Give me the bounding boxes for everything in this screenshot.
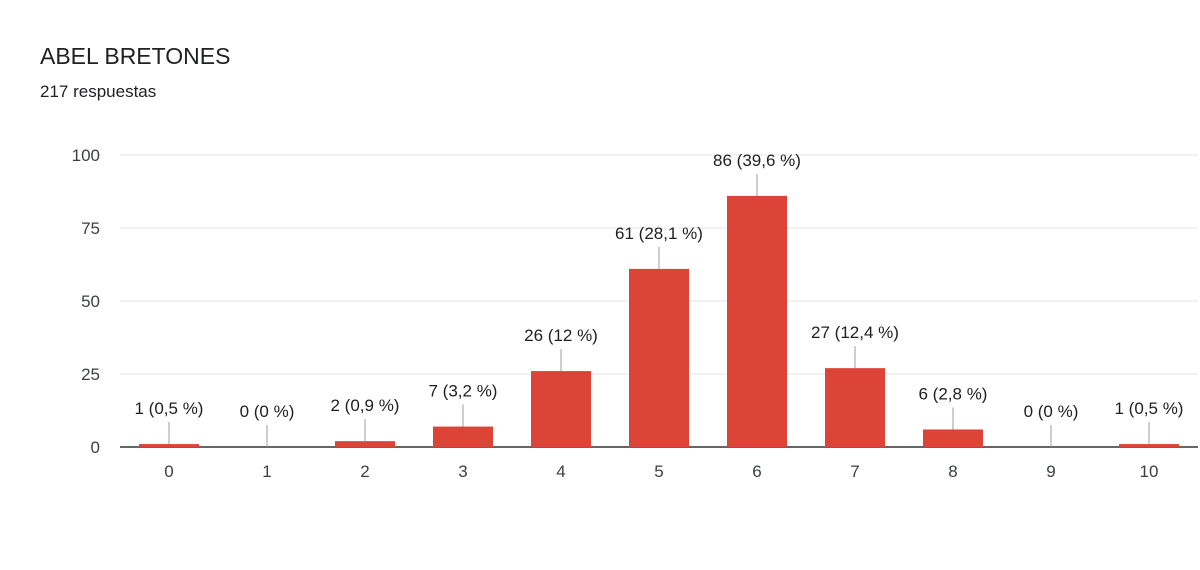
bar[interactable] [433,426,493,447]
data-label: 61 (28,1 %) [615,224,703,243]
x-tick-label: 5 [654,462,663,481]
x-tick-label: 6 [752,462,761,481]
bar[interactable] [727,195,787,447]
data-label: 1 (0,5 %) [1115,399,1184,418]
bars [139,195,1179,447]
data-labels: 1 (0,5 %) 0 (0 %) 2 (0,9 %) 7 (3,2 %) 26 (12… [135,151,1184,447]
x-tick-label: 9 [1046,462,1055,481]
y-tick-label: 100 [72,146,100,165]
response-count: 217 respuestas [40,82,157,101]
bar[interactable] [825,368,885,447]
chart-title: ABEL BRETONES [40,43,231,69]
y-tick-label: 75 [81,219,100,238]
bar[interactable] [923,429,983,447]
data-label: 0 (0 %) [1024,402,1079,421]
bar[interactable] [335,441,395,447]
x-tick-label: 8 [948,462,957,481]
bar[interactable] [1119,444,1179,447]
y-tick-label: 50 [81,292,100,311]
x-tick-label: 4 [556,462,565,481]
bar[interactable] [629,268,689,447]
x-tick-label: 7 [850,462,859,481]
x-axis-ticks: 0 1 2 3 4 5 6 7 8 9 10 [164,462,1158,481]
data-label: 86 (39,6 %) [713,151,801,170]
y-axis-ticks: 0 25 50 75 100 [72,146,100,457]
data-label: 0 (0 %) [240,402,295,421]
x-tick-label: 1 [262,462,271,481]
data-label: 6 (2,8 %) [919,384,988,403]
data-label: 7 (3,2 %) [429,382,498,401]
data-label: 1 (0,5 %) [135,399,204,418]
data-label: 27 (12,4 %) [811,323,899,342]
data-label: 2 (0,9 %) [331,396,400,415]
x-tick-label: 0 [164,462,173,481]
x-tick-label: 2 [360,462,369,481]
x-tick-label: 3 [458,462,467,481]
bar[interactable] [139,444,199,447]
x-tick-label: 10 [1140,462,1159,481]
y-tick-label: 0 [91,438,100,457]
bar[interactable] [531,371,591,447]
y-tick-label: 25 [81,365,100,384]
data-label: 26 (12 %) [524,326,598,345]
